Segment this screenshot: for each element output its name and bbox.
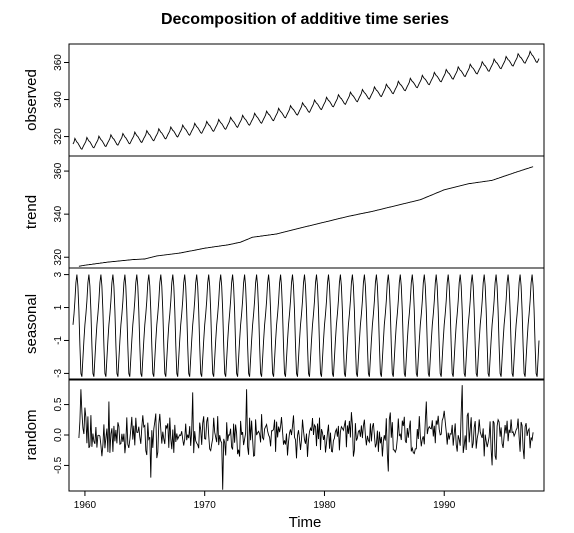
seasonal-y-tick-label: -3 — [53, 369, 64, 378]
trend-panel-frame — [68, 155, 545, 269]
trend-series-line — [78, 166, 534, 267]
observed-panel-frame — [68, 43, 545, 157]
observed-y-tick-label: 340 — [53, 91, 64, 108]
observed-axis-label: observed — [23, 69, 40, 131]
trend-axis-label: trend — [23, 195, 40, 229]
panel-trend: trend 320 340 360 — [23, 155, 545, 269]
random-y-tick-label: 0.0 — [53, 428, 64, 442]
trend-y-tick-label: 320 — [53, 248, 64, 265]
seasonal-y-tick-label: 3 — [53, 271, 64, 277]
panel-random: random -0.5 0.0 0.5 — [23, 378, 545, 492]
x-axis-label: Time — [289, 514, 322, 531]
observed-y-tick-label: 320 — [53, 128, 64, 145]
random-series-line — [78, 385, 534, 490]
seasonal-y-tick-label: -1 — [53, 336, 64, 345]
random-y-tick-label: -0.5 — [53, 456, 64, 474]
x-tick-label: 1990 — [433, 500, 456, 511]
seasonal-panel-frame — [68, 267, 545, 381]
random-axis-label: random — [23, 410, 40, 461]
trend-y-tick-label: 340 — [53, 205, 64, 222]
seasonal-series-line — [72, 274, 540, 377]
panel-observed: observed 320 340 360 — [23, 43, 545, 157]
panel-seasonal: seasonal -3 -1 1 3 — [23, 267, 545, 381]
observed-series-line — [72, 50, 540, 150]
observed-y-tick-label: 360 — [53, 54, 64, 71]
x-tick-label: 1980 — [313, 500, 336, 511]
panels-group: observed 320 340 360 trend 320 340 360 seasonal -… — [23, 43, 545, 492]
x-tick-label: 1960 — [74, 500, 97, 511]
seasonal-y-tick-label: 1 — [53, 304, 64, 310]
chart-title: Decomposition of additive time series — [161, 11, 449, 28]
trend-y-tick-label: 360 — [53, 162, 64, 179]
x-tick-label: 1970 — [194, 500, 217, 511]
x-axis: 1960 1970 1980 1990 — [74, 490, 456, 511]
random-y-tick-label: 0.5 — [53, 397, 64, 411]
seasonal-axis-label: seasonal — [23, 294, 40, 354]
